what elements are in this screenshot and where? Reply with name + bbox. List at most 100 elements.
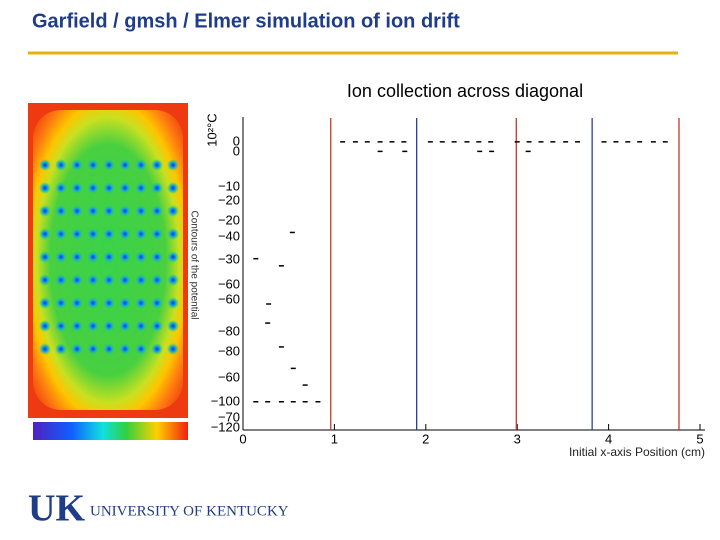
x-tick-label: 0 (239, 431, 246, 446)
field-dot (167, 274, 179, 286)
field-dot (55, 297, 67, 309)
field-dot (151, 205, 163, 217)
field-dot (135, 343, 147, 355)
y-tick-label: −60 (218, 276, 240, 291)
x-tick-label: 3 (514, 431, 521, 446)
y-tick-label: −80 (218, 343, 240, 358)
field-dot (135, 251, 147, 263)
field-dot (151, 228, 163, 240)
field-dot (71, 297, 83, 309)
field-dot (103, 228, 115, 240)
field-dot (39, 251, 51, 263)
x-tick-label: 1 (331, 431, 338, 446)
field-dot (103, 343, 115, 355)
field-dot (135, 228, 147, 240)
y-tick-label: −60 (218, 291, 240, 306)
field-dot (39, 320, 51, 332)
logo: UK (28, 488, 85, 530)
field-dot (87, 228, 99, 240)
y-tick-label: −40 (218, 228, 240, 243)
field-dot (55, 274, 67, 286)
field-dot (135, 320, 147, 332)
field-dot (103, 159, 115, 171)
slide-title: Garfield / gmsh / Elmer simulation of io… (32, 10, 460, 32)
field-dot (103, 274, 115, 286)
field-dot (71, 205, 83, 217)
field-dot (71, 320, 83, 332)
field-dot (119, 159, 131, 171)
field-dot (135, 182, 147, 194)
y-tick-label: −60 (218, 369, 240, 384)
field-dot (71, 159, 83, 171)
field-dot (87, 297, 99, 309)
field-dot (167, 159, 179, 171)
field-dot (71, 274, 83, 286)
field-dot (55, 205, 67, 217)
y-tick-label: 0 (233, 133, 240, 148)
field-dot (167, 320, 179, 332)
field-dot (103, 182, 115, 194)
field-dot (151, 182, 163, 194)
field-dot (87, 159, 99, 171)
field-dot (87, 251, 99, 263)
field-dot (135, 297, 147, 309)
field-dot (167, 251, 179, 263)
field-dot (87, 205, 99, 217)
field-dot (151, 274, 163, 286)
field-dot (87, 343, 99, 355)
field-dot (55, 182, 67, 194)
field-dot (167, 343, 179, 355)
field-dot (119, 320, 131, 332)
field-dot (103, 205, 115, 217)
field-dot (39, 274, 51, 286)
field-dot (119, 182, 131, 194)
field-dot (119, 274, 131, 286)
y-tick-label: −100 (211, 393, 240, 408)
x-tick-label: 5 (696, 431, 703, 446)
field-dot (55, 343, 67, 355)
field-dot (167, 297, 179, 309)
y-tick-label: −80 (218, 323, 240, 338)
y-tick-label: 0 (233, 143, 240, 158)
field-dot (39, 297, 51, 309)
field-dot (119, 228, 131, 240)
field-dot (119, 205, 131, 217)
x-tick-label: 4 (605, 431, 612, 446)
x-axis-label: Initial x-axis Position (cm) (569, 445, 705, 459)
field-dot (167, 205, 179, 217)
field-dot (119, 251, 131, 263)
field-dot (39, 343, 51, 355)
field-dot (71, 182, 83, 194)
field-dot (71, 228, 83, 240)
y-tick-label: −70 (218, 409, 240, 424)
field-dot (87, 320, 99, 332)
field-dot (39, 205, 51, 217)
field-dot (103, 251, 115, 263)
field-dot (167, 182, 179, 194)
field-dot (151, 251, 163, 263)
y-tick-label: −20 (218, 212, 240, 227)
field-dot (71, 251, 83, 263)
side-label: Contours of the potential (188, 211, 199, 320)
field-dot (39, 182, 51, 194)
field-dot (151, 343, 163, 355)
university-name: UNIVERSITY OF KENTUCKY (90, 503, 289, 519)
field-dot (39, 159, 51, 171)
y-tick-label: −10 (218, 178, 240, 193)
potential-map (28, 103, 188, 440)
field-dot (87, 274, 99, 286)
field-dot (55, 159, 67, 171)
field-dot (55, 251, 67, 263)
field-dot (167, 228, 179, 240)
field-dot (151, 320, 163, 332)
field-dot (71, 343, 83, 355)
field-dot (119, 343, 131, 355)
field-dot (151, 297, 163, 309)
field-dot (55, 228, 67, 240)
field-dot (103, 297, 115, 309)
x-tick-label: 2 (422, 431, 429, 446)
y-tick-label: −20 (218, 192, 240, 207)
field-dot (135, 159, 147, 171)
field-dot (151, 159, 163, 171)
